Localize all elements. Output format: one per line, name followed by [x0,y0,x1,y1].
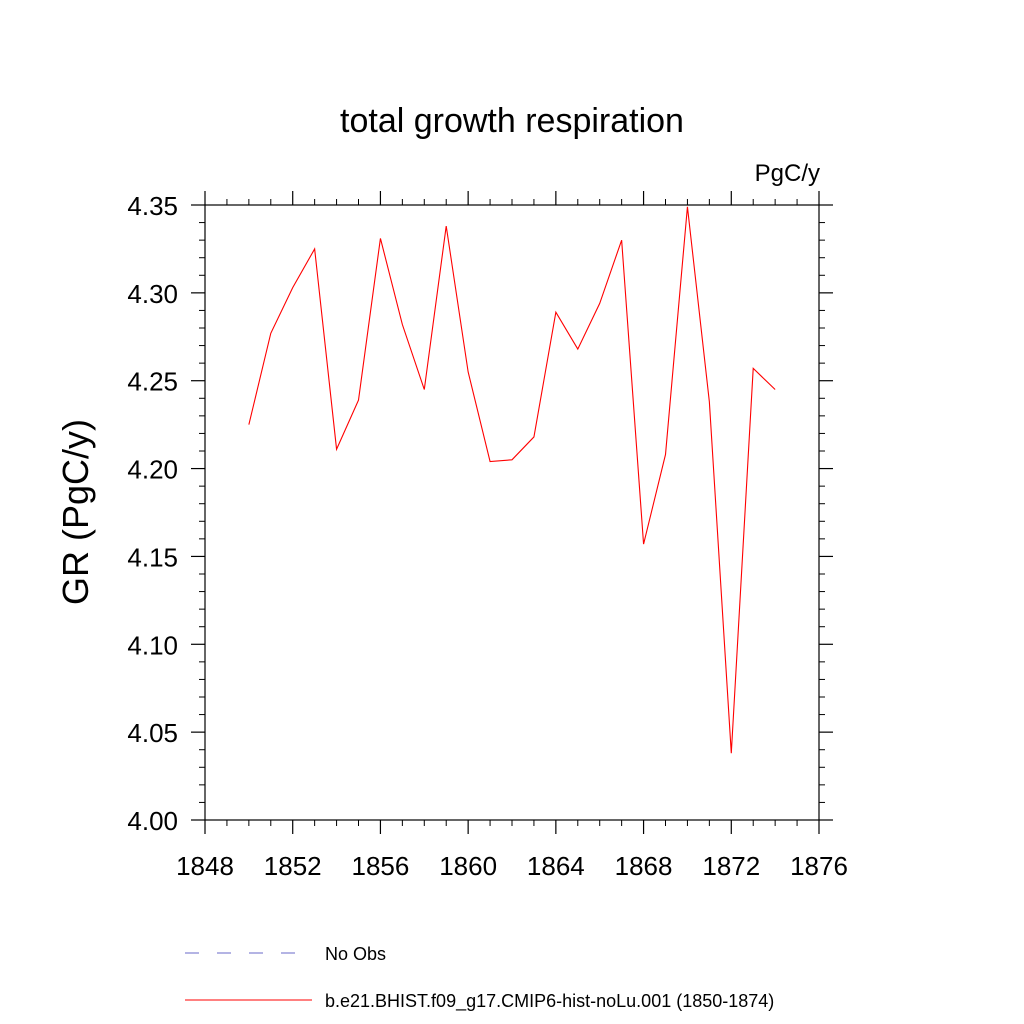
y-tick-label: 4.10 [127,630,178,660]
x-axis-ticks: 1848 1852 1856 1860 1864 1868 1872 1876 [176,191,848,881]
y-tick-label: 4.20 [127,455,178,485]
series-line-0 [248,206,776,754]
plot-frame [204,204,820,821]
units-label: PgC/y [755,160,820,187]
y-tick-label: 4.00 [127,806,178,836]
minor-ticks [199,199,825,826]
x-tick-label: 1872 [702,851,760,881]
y-axis-ticks: 4.00 4.05 4.10 4.15 4.20 4.25 4.30 4.35 [127,191,833,836]
y-tick-label: 4.35 [127,191,178,221]
x-tick-label: 1876 [790,851,848,881]
y-tick-label: 4.15 [127,542,178,572]
y-axis-label: GR (PgC/y) [55,419,96,605]
y-tick-label: 4.30 [127,279,178,309]
x-tick-label: 1860 [439,851,497,881]
legend-label-model-run: b.e21.BHIST.f09_g17.CMIP6-hist-noLu.001 … [325,991,774,1012]
chart-title: total growth respiration [340,102,684,140]
x-tick-label: 1856 [352,851,410,881]
y-tick-label: 4.25 [127,367,178,397]
x-tick-label: 1848 [176,851,234,881]
x-tick-label: 1852 [264,851,322,881]
x-tick-label: 1868 [615,851,673,881]
y-tick-label: 4.05 [127,718,178,748]
series-layer [248,206,776,754]
x-tick-label: 1864 [527,851,585,881]
legend: No Obs b.e21.BHIST.f09_g17.CMIP6-hist-no… [185,944,774,1012]
legend-label-no-obs: No Obs [325,944,386,964]
